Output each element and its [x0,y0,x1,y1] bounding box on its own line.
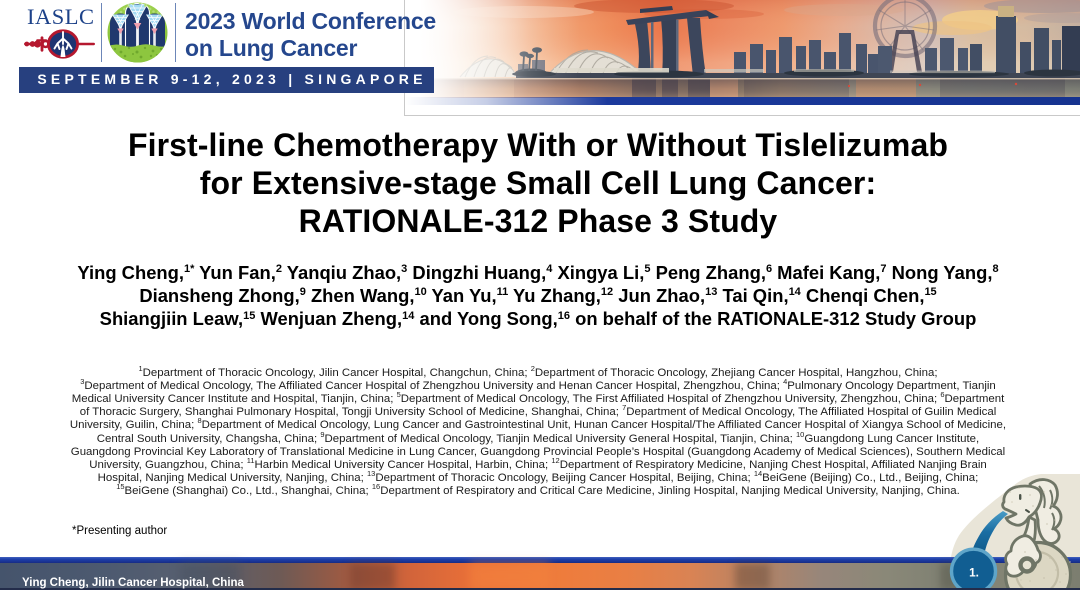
svg-text:1.: 1. [969,566,979,580]
